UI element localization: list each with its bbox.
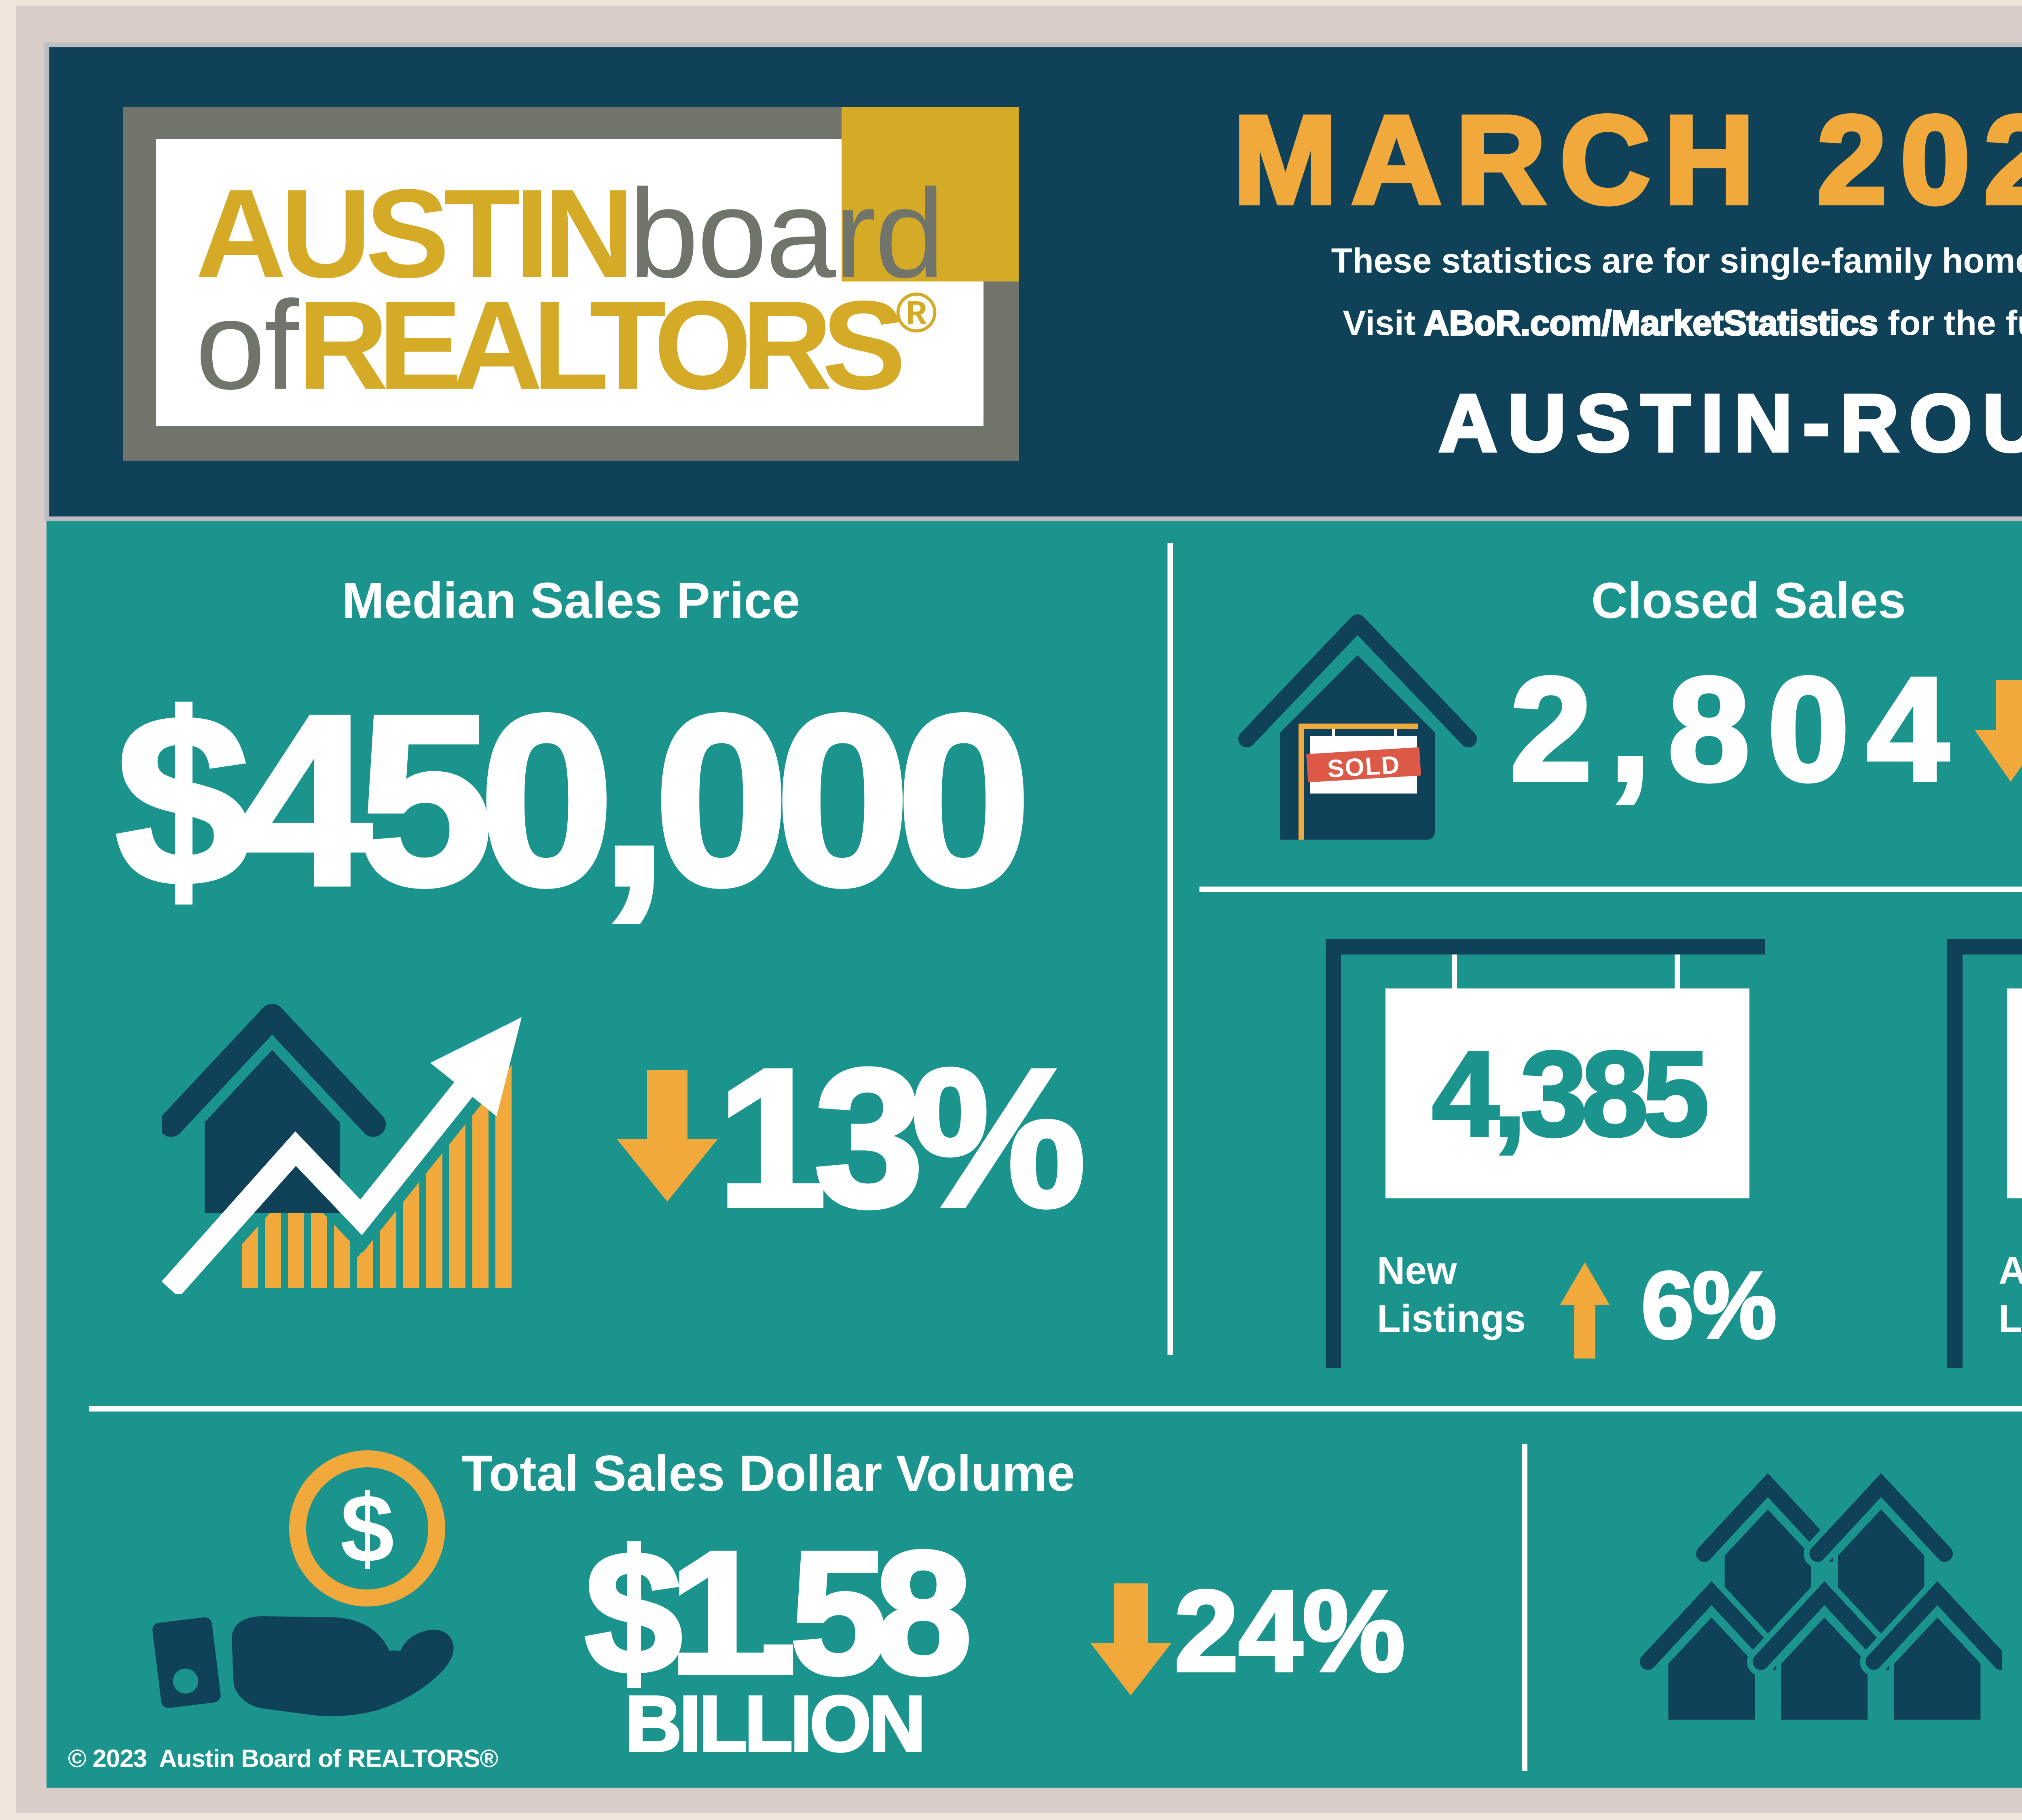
svg-text:SOLD: SOLD (1326, 751, 1401, 783)
svg-text:$: $ (340, 1474, 394, 1583)
